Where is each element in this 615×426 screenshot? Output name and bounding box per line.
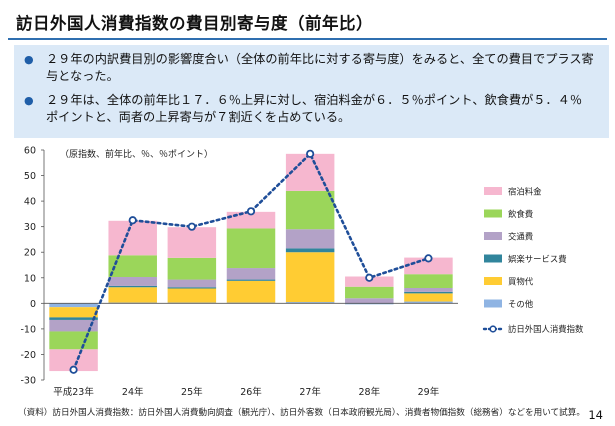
legend-swatch (484, 254, 502, 263)
bar-segment (49, 349, 98, 372)
legend-swatch (484, 187, 502, 195)
y-tick-label: 40 (24, 197, 36, 208)
y-tick-label: -20 (20, 350, 36, 361)
bar-segment (285, 190, 335, 230)
bar-segment (108, 285, 157, 288)
bar-segment (404, 301, 453, 304)
index-point (246, 207, 256, 216)
y-tick-label: 10 (24, 273, 36, 284)
bar-segment (226, 228, 276, 269)
y-tick-label: 20 (24, 248, 36, 259)
slide-title: 訪日外国人消費指数の費目別寄与度（前年比） (16, 14, 373, 33)
legend-swatch (484, 232, 502, 240)
bar-segment (49, 319, 98, 332)
bar-segment (226, 279, 276, 281)
title-underline (8, 38, 607, 40)
index-point (128, 216, 137, 225)
bar-segment (285, 248, 335, 253)
x-tick-label: 24年 (122, 386, 144, 398)
bar-segment (167, 288, 217, 303)
summary-box: ● ２９年の内訳費目別の影響度合い（全体の前年比に対する寄与度）をみると、全ての… (14, 45, 609, 138)
bar-segment (285, 153, 335, 191)
bar-segment (404, 291, 453, 294)
legend-label: 訪日外国人消費指数 (508, 324, 584, 334)
y-tick-label: -30 (20, 376, 36, 387)
bar-segment (167, 227, 217, 258)
bullet-dot-icon: ● (24, 53, 34, 66)
index-point (306, 149, 315, 158)
bullet-text: ２９年の内訳費目別の影響度合い（全体の前年比に対する寄与度）をみると、全ての費目… (46, 52, 594, 83)
index-point (365, 273, 374, 282)
unit-note: （原指数、前年比、％、％ポイント） (60, 148, 213, 160)
bar-segment (167, 257, 217, 280)
bar-segment (108, 287, 157, 303)
bar-segment (167, 287, 217, 289)
bar-segment (167, 279, 217, 288)
bar-segment (226, 280, 276, 303)
x-tick-label: 25年 (181, 386, 203, 398)
bar-segment (49, 307, 98, 318)
x-tick-label: 28年 (358, 386, 380, 398)
bar-segment (285, 229, 335, 249)
legend-label: 宿泊料金 (508, 187, 542, 197)
bar-segment (108, 255, 157, 278)
contribution-chart: -30 -20 -10 0 10 20 30 40 50 60 平成23年 24年 25年 26年 27年 2… (20, 146, 584, 399)
index-point (69, 365, 78, 374)
source-note: （資料）訪日外国人消費指数：訪日外国人消費動向調査（観光庁）、訪日外客数（日本政… (18, 408, 585, 418)
bar-segment (49, 331, 98, 350)
legend-line-marker (489, 325, 497, 333)
bar-segment (49, 303, 98, 308)
legend-label: 交通費 (508, 232, 533, 242)
bar-segment (404, 274, 453, 288)
y-tick-label: 60 (24, 146, 36, 157)
bullet-text: ２９年は、全体の前年比１７．６％上昇に対し、宿泊料金が６．５％ポイント、飲食費が… (46, 93, 583, 124)
bar-segment (345, 298, 394, 304)
bar-segment (108, 220, 157, 256)
bar-segment (404, 288, 453, 292)
legend-swatch (484, 277, 502, 285)
bullet-dot-icon: ● (24, 94, 34, 107)
legend-label: 娯楽サービス費 (508, 254, 567, 264)
index-point (424, 254, 433, 263)
x-tick-label: 平成23年 (53, 386, 94, 398)
legend-label: 飲食費 (508, 209, 533, 219)
y-tick-label: 0 (30, 299, 36, 310)
bar-segment (108, 277, 157, 286)
x-tick-label: 27年 (299, 386, 321, 398)
bar-segment (285, 302, 335, 304)
legend-label: その他 (508, 299, 534, 309)
bar-segment (404, 293, 453, 302)
y-tick-label: 30 (24, 222, 36, 233)
x-tick-label: 26年 (240, 386, 262, 398)
bar-segment (226, 211, 276, 229)
bar-segment (226, 268, 276, 280)
index-point (187, 222, 196, 231)
legend-label: 買物代 (508, 277, 534, 287)
page-number: 14 (588, 408, 603, 422)
y-tick-label: -10 (20, 324, 36, 335)
legend-swatch (484, 299, 502, 308)
x-tick-label: 29年 (418, 386, 440, 398)
bar-segment (285, 252, 335, 303)
y-tick-label: 50 (24, 171, 36, 182)
bar-segment (49, 317, 98, 320)
legend-swatch (484, 209, 502, 218)
bar-segment (345, 303, 394, 305)
bar-segment (345, 286, 394, 299)
